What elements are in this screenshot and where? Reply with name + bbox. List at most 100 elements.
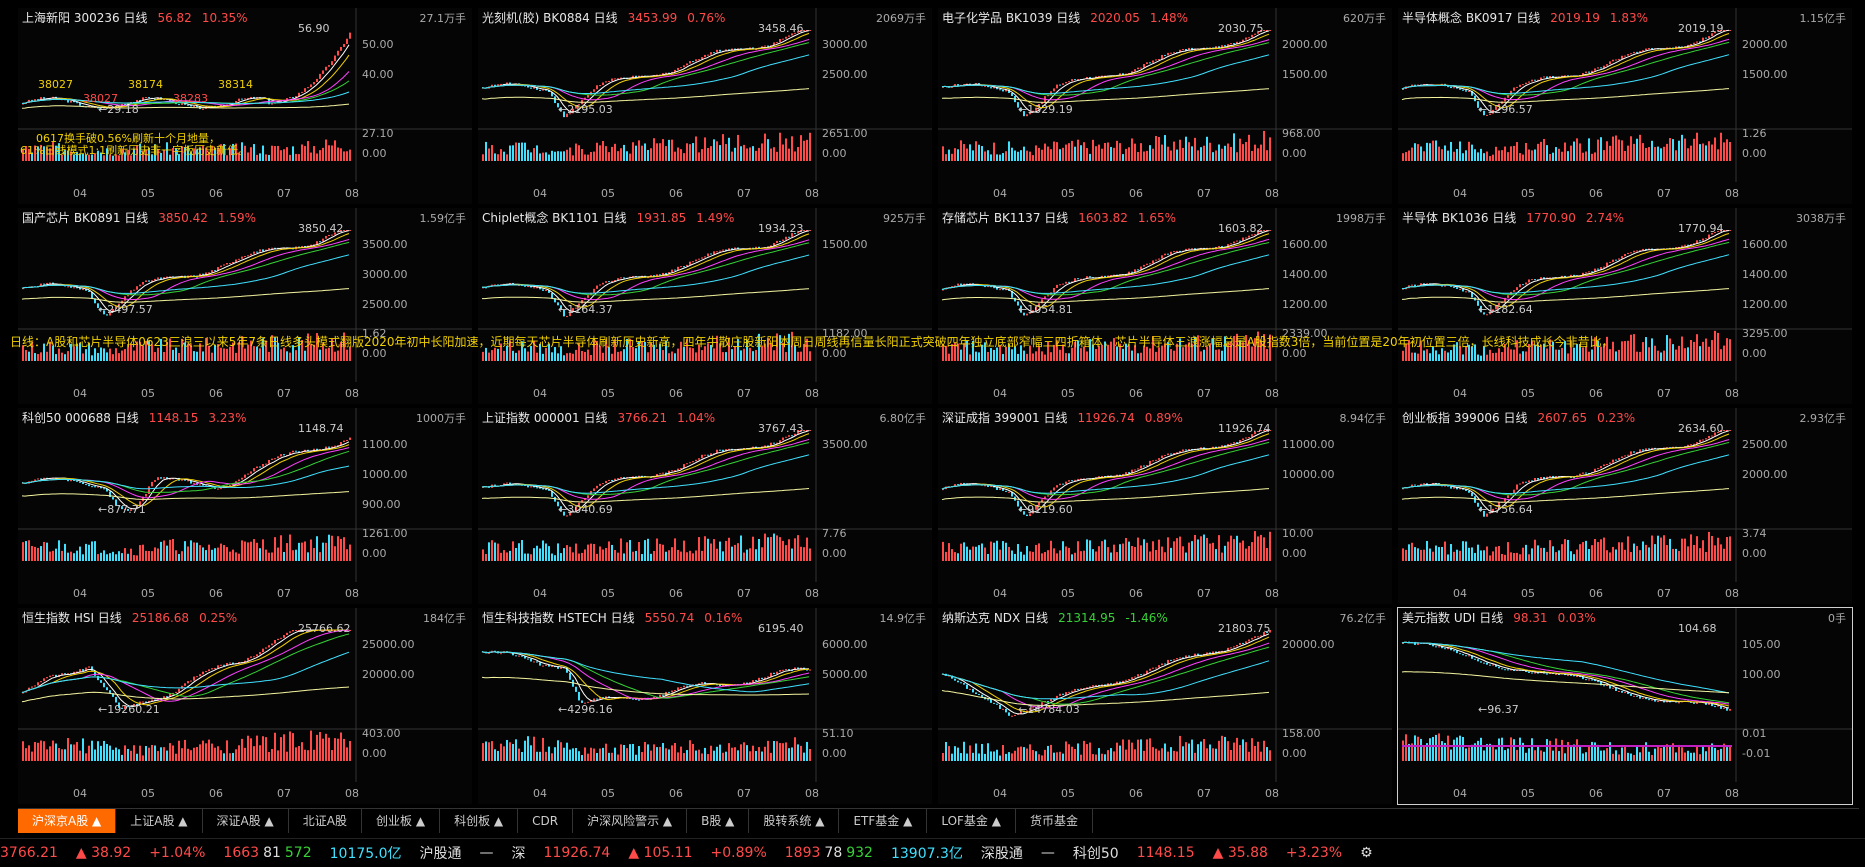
market-tab[interactable]: 股转系统 ▲ bbox=[749, 809, 840, 833]
volume-bar bbox=[1239, 542, 1241, 561]
candle bbox=[1008, 712, 1010, 716]
candle bbox=[1251, 434, 1253, 438]
volume-bar bbox=[521, 540, 523, 561]
volume-bar bbox=[993, 542, 995, 561]
market-tab[interactable]: 货币基金 bbox=[1016, 809, 1093, 833]
volume-bar bbox=[599, 145, 601, 161]
chart-panel[interactable]: Chiplet概念 BK1101 日线 1931.85 1.49% 925万手 1934… bbox=[478, 208, 932, 404]
security-name[interactable]: 上海新阳 300236 日线 bbox=[22, 11, 148, 25]
volume-bar bbox=[301, 340, 303, 361]
security-name[interactable]: 美元指数 UDI 日线 bbox=[1402, 611, 1504, 625]
security-name[interactable]: 半导体概念 BK0917 日线 bbox=[1402, 11, 1541, 25]
volume-bar bbox=[1708, 141, 1710, 161]
market-tab[interactable]: 北证A股 bbox=[289, 809, 363, 833]
candle bbox=[1188, 655, 1190, 657]
candle bbox=[602, 82, 604, 86]
security-name[interactable]: Chiplet概念 BK1101 日线 bbox=[482, 211, 627, 225]
change-pct: 1.49% bbox=[696, 211, 735, 225]
security-name[interactable]: 深证成指 399001 日线 bbox=[942, 411, 1068, 425]
chart-panel[interactable]: 科创50 000688 日线 1148.15 3.23% 1000万手 1148.74 ←… bbox=[18, 408, 472, 604]
chart-panel[interactable]: 半导体 BK1036 日线 1770.90 2.74% 3038万手 1770.94 ←1… bbox=[1398, 208, 1852, 404]
security-name[interactable]: 半导体 BK1036 日线 bbox=[1402, 211, 1517, 225]
chart-panel[interactable]: 光刻机(胶) BK0884 日线 3453.99 0.76% 2069万手 3458.4… bbox=[478, 8, 932, 204]
market-tab[interactable]: B股 ▲ bbox=[687, 809, 750, 833]
chart-panel[interactable]: 深证成指 399001 日线 11926.74 0.89% 8.94亿手 11926.7… bbox=[938, 408, 1392, 604]
market-tab[interactable]: 科创板 ▲ bbox=[440, 809, 519, 833]
volume-bar bbox=[948, 746, 950, 761]
volume-bar bbox=[340, 148, 342, 161]
chart-panel[interactable]: 国产芯片 BK0891 日线 3850.42 1.59% 1.59亿手 3850.42 ←… bbox=[18, 208, 472, 404]
chart-panel[interactable]: 恒生科技指数 HSTECH 日线 5550.74 0.16% 14.9亿手 6195.4… bbox=[478, 608, 932, 804]
candle bbox=[1438, 646, 1440, 648]
candle bbox=[1615, 459, 1617, 461]
candle bbox=[73, 479, 75, 481]
volume-bar bbox=[85, 543, 87, 561]
chart-panel[interactable]: 美元指数 UDI 日线 98.31 0.03% 0手 104.68 ←96.37 105.0… bbox=[1397, 607, 1853, 805]
market-tab[interactable]: 沪深风险警示 ▲ bbox=[573, 809, 688, 833]
security-name[interactable]: 科创50 000688 日线 bbox=[22, 411, 139, 425]
volume-bar bbox=[1182, 147, 1184, 161]
candle bbox=[1155, 667, 1157, 669]
market-tab[interactable]: 沪深京A股 ▲ bbox=[18, 809, 117, 833]
candle bbox=[617, 478, 619, 480]
volume-bar bbox=[951, 344, 953, 361]
chart-panel[interactable]: 上海新阳 300236 日线 56.82 10.35% 27.1万手 56.90 ←29.… bbox=[18, 8, 472, 204]
last-price: 1770.90 bbox=[1526, 211, 1576, 225]
candle bbox=[527, 658, 529, 660]
security-name[interactable]: 国产芯片 BK0891 日线 bbox=[22, 211, 149, 225]
market-tab[interactable]: 创业板 ▲ bbox=[362, 809, 441, 833]
volume-bar bbox=[945, 551, 947, 561]
market-tab[interactable]: 深证A股 ▲ bbox=[203, 809, 289, 833]
volume-bar bbox=[1510, 737, 1512, 761]
chart-panel[interactable]: 创业板指 399006 日线 2607.65 0.23% 2.93亿手 2634.60 ←… bbox=[1398, 408, 1852, 604]
chart-panel[interactable]: 纳斯达克 NDX 日线 21314.95 -1.46% 76.2亿手 21803.75 ←… bbox=[938, 608, 1392, 804]
security-name[interactable]: 恒生科技指数 HSTECH 日线 bbox=[482, 611, 635, 625]
security-name[interactable]: 上证指数 000001 日线 bbox=[482, 411, 608, 425]
volume-bar bbox=[1711, 535, 1713, 561]
volume-bar bbox=[704, 747, 706, 761]
security-name[interactable]: 存储芯片 BK1137 日线 bbox=[942, 211, 1069, 225]
hgt-label[interactable]: 沪股通 bbox=[419, 846, 462, 862]
chart-panel[interactable]: 存储芯片 BK1137 日线 1603.82 1.65% 1998万手 1603.82 ←… bbox=[938, 208, 1392, 404]
volume-bar bbox=[160, 153, 162, 161]
settings-gear-icon[interactable]: ⚙ bbox=[1360, 845, 1373, 861]
security-name[interactable]: 电子化学品 BK1039 日线 bbox=[942, 11, 1081, 25]
chart-panel[interactable]: 上证指数 000001 日线 3766.21 1.04% 6.80亿手 3767.43 ←… bbox=[478, 408, 932, 604]
market-tab[interactable]: LOF基金 ▲ bbox=[927, 809, 1016, 833]
candle bbox=[187, 681, 189, 684]
security-name[interactable]: 创业板指 399006 日线 bbox=[1402, 411, 1528, 425]
volume-bar bbox=[1179, 139, 1181, 161]
market-tab[interactable]: ETF基金 ▲ bbox=[839, 809, 928, 833]
sh-index-change: ▲ 38.92 bbox=[75, 845, 132, 861]
volume-bar bbox=[1699, 754, 1701, 761]
candle bbox=[545, 664, 547, 666]
candle bbox=[142, 97, 144, 101]
security-name[interactable]: 恒生指数 HSI 日线 bbox=[22, 611, 122, 625]
sgt-label[interactable]: 深股通 bbox=[980, 846, 1023, 862]
volume-bar bbox=[1489, 349, 1491, 361]
chart-panel[interactable]: 恒生指数 HSI 日线 25186.68 0.25% 184亿手 25766.62 ←19… bbox=[18, 608, 472, 804]
chart-panel[interactable]: 电子化学品 BK1039 日线 2020.05 1.48% 620万手 2030.75 ←… bbox=[938, 8, 1392, 204]
candle bbox=[1125, 472, 1127, 475]
candle bbox=[602, 697, 604, 699]
volume-bar bbox=[142, 755, 144, 761]
volume-bar bbox=[313, 548, 315, 561]
volume-bar bbox=[145, 550, 147, 561]
volume-bar bbox=[1029, 744, 1031, 761]
x-axis-month: 06 bbox=[1589, 187, 1603, 200]
volume-bar bbox=[1176, 538, 1178, 561]
last-price: 21314.95 bbox=[1058, 611, 1116, 625]
volume-bar bbox=[1486, 354, 1488, 361]
security-name[interactable]: 纳斯达克 NDX 日线 bbox=[942, 611, 1049, 625]
market-tab[interactable]: 上证A股 ▲ bbox=[116, 809, 203, 833]
security-name[interactable]: 光刻机(胶) BK0884 日线 bbox=[482, 11, 618, 25]
chart-panel[interactable]: 半导体概念 BK0917 日线 2019.19 1.83% 1.15亿手 2019.19… bbox=[1398, 8, 1852, 204]
volume-bar bbox=[563, 747, 565, 761]
volume-bar bbox=[1402, 350, 1404, 361]
candle bbox=[1498, 666, 1500, 669]
candle bbox=[494, 284, 496, 286]
volume-bar bbox=[1573, 554, 1575, 561]
market-tab[interactable]: CDR bbox=[518, 809, 574, 833]
candle bbox=[969, 688, 971, 690]
volume-bar bbox=[686, 143, 688, 161]
